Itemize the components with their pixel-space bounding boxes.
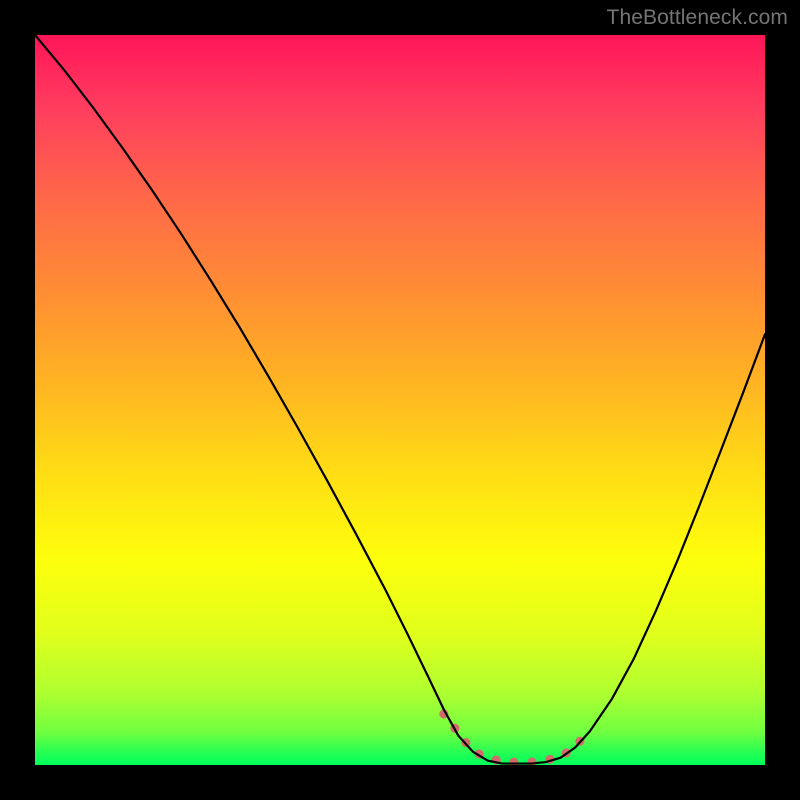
- bottleneck-curve: [35, 35, 765, 764]
- plot-area: [35, 35, 765, 765]
- chart-overlay: [35, 35, 765, 765]
- optimal-range-highlight: [444, 714, 590, 762]
- watermark-text: TheBottleneck.com: [607, 6, 788, 30]
